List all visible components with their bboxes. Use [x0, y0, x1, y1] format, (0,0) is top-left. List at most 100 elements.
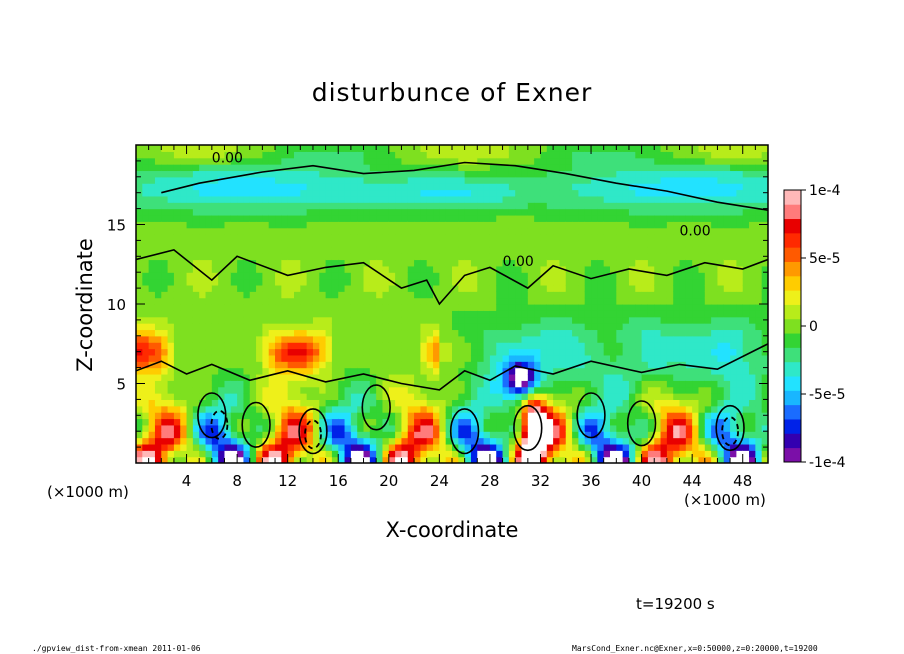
field-cell [723, 145, 731, 152]
field-cell [717, 234, 725, 241]
field-cell [452, 323, 459, 331]
field-cell [161, 176, 169, 184]
field-cell [426, 195, 434, 203]
field-cell [186, 176, 194, 184]
field-cell [578, 246, 586, 254]
field-cell [452, 380, 459, 388]
field-cell [673, 304, 681, 311]
field-cell [287, 145, 295, 152]
field-cell [306, 380, 314, 388]
field-cell [382, 304, 390, 311]
field-cell [300, 183, 308, 191]
field-cell [635, 329, 643, 337]
field-cell [711, 405, 719, 413]
field-cell [192, 412, 200, 420]
field-cell [521, 437, 529, 445]
field-cell [458, 399, 466, 407]
field-cell [717, 361, 725, 369]
field-cell [521, 424, 529, 432]
field-cell [414, 214, 421, 222]
field-cell [730, 234, 737, 241]
field-cell [230, 234, 238, 241]
field-cell [692, 412, 700, 420]
field-cell [553, 265, 561, 273]
field-cell [711, 310, 719, 318]
field-cell [622, 297, 630, 305]
field-cell [711, 164, 719, 172]
field-cell [483, 278, 491, 286]
field-cell [186, 291, 194, 299]
field-cell [312, 361, 320, 369]
field-cell [685, 297, 693, 305]
field-cell [723, 329, 731, 337]
field-cell [452, 348, 459, 356]
field-cell [603, 227, 611, 235]
field-cell [243, 354, 251, 362]
field-cell [300, 304, 308, 311]
field-cell [331, 253, 339, 261]
field-cell [628, 424, 636, 432]
field-cell [628, 393, 636, 400]
field-cell [755, 214, 763, 222]
field-cell [578, 265, 586, 273]
field-cell [136, 183, 143, 191]
field-cell [698, 246, 706, 254]
field-cell [369, 202, 377, 210]
field-cell [698, 304, 706, 311]
field-cell [628, 170, 636, 178]
field-cell [275, 316, 282, 324]
field-cell [755, 418, 763, 426]
field-cell [508, 176, 516, 184]
field-cell [698, 202, 706, 210]
field-cell [565, 183, 573, 191]
field-cell [338, 170, 346, 178]
field-cell [452, 240, 459, 248]
field-cell [161, 456, 169, 463]
field-cell [553, 354, 561, 362]
field-cell [376, 329, 384, 337]
field-cell [584, 316, 592, 324]
field-cell [199, 437, 207, 445]
field-cell [496, 443, 504, 451]
field-cell [439, 227, 447, 235]
field-cell [540, 214, 548, 222]
field-cell [717, 342, 725, 350]
field-cell [553, 412, 561, 420]
field-cell [426, 265, 434, 273]
field-cell [439, 424, 447, 432]
field-cell [477, 450, 485, 458]
field-cell [730, 329, 737, 337]
field-cell [167, 393, 175, 400]
field-cell [610, 405, 617, 413]
field-cell [654, 380, 662, 388]
field-cell [546, 418, 554, 426]
field-cell [420, 323, 428, 331]
field-cell [622, 412, 630, 420]
field-cell [654, 342, 662, 350]
field-cell [527, 246, 535, 254]
field-cell [584, 265, 592, 273]
field-cell [641, 195, 649, 203]
field-cell [338, 284, 346, 292]
field-cell [603, 284, 611, 292]
field-cell [173, 393, 181, 400]
field-cell [628, 145, 636, 152]
field-cell [319, 284, 327, 292]
field-cell [546, 272, 554, 280]
field-cell [452, 253, 459, 261]
field-cell [148, 443, 156, 451]
field-cell [180, 221, 188, 229]
field-cell [546, 393, 554, 400]
field-cell [363, 214, 371, 222]
field-cell [161, 424, 169, 432]
field-cell [534, 145, 542, 152]
field-cell [275, 450, 282, 458]
field-cell [666, 246, 674, 254]
field-cell [205, 259, 213, 267]
field-cell [660, 418, 668, 426]
field-cell [578, 195, 586, 203]
field-cell [192, 272, 200, 280]
field-cell [527, 265, 535, 273]
field-cell [591, 316, 598, 324]
field-cell [685, 227, 693, 235]
